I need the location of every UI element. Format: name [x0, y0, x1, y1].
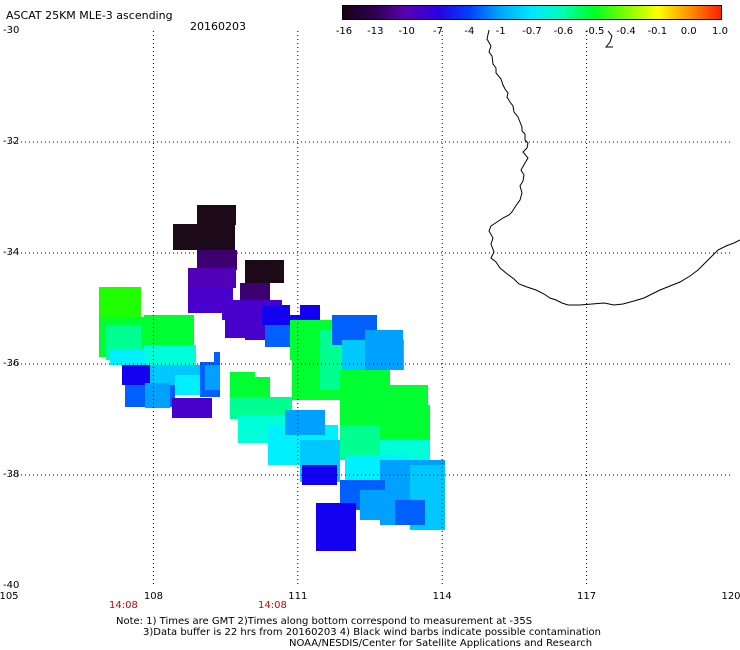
longitude-label: 117 — [577, 591, 597, 602]
latitude-label: -40 — [3, 580, 20, 591]
coastline-detail — [604, 30, 613, 48]
colorbar-label: -1 — [495, 26, 506, 37]
graticule — [9, 31, 731, 586]
latitude-label: -30 — [3, 25, 20, 36]
wind-cell — [316, 503, 356, 551]
note-line-2: 3)Data buffer is 22 hrs from 20160203 4)… — [143, 627, 601, 638]
time-label-left: 14:08 — [109, 600, 138, 611]
wind-cell — [205, 365, 220, 390]
wind-cell — [230, 397, 292, 419]
colorbar-label: -0.4 — [616, 26, 636, 37]
data-gap — [255, 355, 290, 377]
product-date: 20160203 — [190, 20, 246, 33]
latitude-label: -38 — [3, 469, 20, 480]
longitude-label: 108 — [143, 591, 163, 602]
wind-cell — [240, 283, 270, 305]
wind-cell — [360, 490, 400, 520]
wind-cell — [395, 500, 425, 525]
wind-cell — [405, 405, 430, 445]
wind-cell — [265, 325, 290, 347]
longitude-label: 120 — [721, 591, 740, 602]
wind-cell — [245, 260, 284, 283]
wind-cell — [172, 398, 212, 418]
colorbar-label: 0.0 — [680, 26, 697, 37]
product-title: ASCAT 25KM MLE-3 ascending — [6, 9, 173, 22]
colorbar-label: -13 — [367, 26, 384, 37]
colorbar-label: -10 — [398, 26, 415, 37]
colorbar-label: -0.5 — [584, 26, 605, 37]
wind-cell — [340, 425, 380, 460]
colorbar-label: 1.0 — [712, 26, 728, 37]
wind-cell — [144, 315, 194, 345]
wind-cells — [99, 205, 445, 551]
colorbar-label: -0.7 — [522, 26, 542, 37]
coastline — [486, 29, 740, 306]
data-gap — [196, 350, 214, 362]
colorbar — [342, 5, 722, 20]
wind-cell — [365, 330, 403, 370]
longitude-label: 105 — [0, 591, 19, 602]
longitude-label: 114 — [432, 591, 452, 602]
colorbar-label: -0.6 — [553, 26, 574, 37]
colorbar-label: -0.1 — [647, 26, 668, 37]
colorbar-label: -4 — [464, 26, 475, 37]
wind-cell — [197, 205, 236, 225]
time-label-right: 14:08 — [258, 600, 287, 611]
wind-cell — [197, 250, 237, 270]
note-line-1: Note: 1) Times are GMT 2)Times along bot… — [116, 616, 533, 627]
wind-cell — [173, 224, 235, 250]
colorbar-label: -7 — [433, 26, 443, 37]
wind-cell — [145, 383, 170, 408]
wind-cell — [302, 465, 337, 485]
longitude-label: 111 — [288, 591, 308, 602]
note-line-3: NOAA/NESDIS/Center for Satellite Applica… — [289, 638, 593, 649]
wind-cell — [99, 287, 141, 317]
wind-cell — [188, 268, 236, 288]
latitude-label: -34 — [3, 247, 20, 258]
colorbar-label: -16 — [335, 26, 353, 37]
latitude-label: -32 — [3, 136, 20, 147]
wind-cell — [175, 375, 205, 395]
latitude-label: -36 — [3, 358, 20, 369]
wind-cell — [110, 350, 145, 365]
data-gap — [290, 300, 300, 315]
wind-cell — [285, 410, 325, 435]
